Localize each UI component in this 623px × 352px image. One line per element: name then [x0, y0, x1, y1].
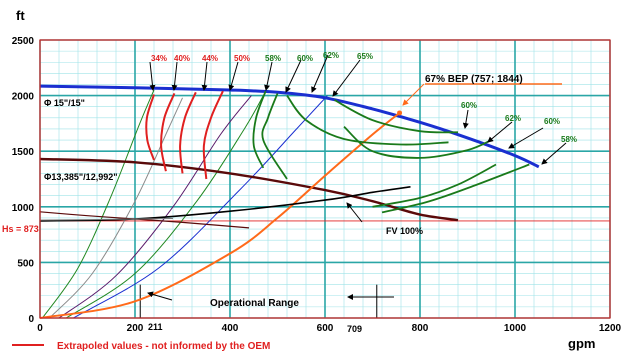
x-axis-label: gpm: [568, 336, 595, 351]
x-tick-label: 600: [317, 323, 334, 334]
x-tick-label: 1200: [599, 323, 622, 334]
efficiency-curve-60-5: [343, 126, 492, 159]
y-tick-label: 1500: [12, 147, 35, 158]
series-head-max: [39, 84, 540, 169]
major-grid: [39, 39, 611, 319]
arrow-50: [228, 61, 239, 91]
y-axis-label: ft: [16, 8, 25, 23]
efficiency-labels: 34% 40% 44% 50% 58% 60% 62% 65%60%62% 60%58%: [151, 51, 577, 144]
curve-label-44-3: 44%: [202, 54, 218, 63]
operational-range-label: Operational Range: [210, 298, 299, 309]
extrapolated-curve-50: [202, 90, 224, 180]
curve-label-60-6: 60%: [297, 54, 313, 63]
arrow-60-right-2: [508, 127, 544, 149]
x-tick-label: 400: [222, 323, 239, 334]
series-layer: [39, 83, 562, 319]
arrow-bep: [402, 83, 425, 106]
y-tick-label: 2500: [12, 36, 35, 47]
diameter-min-label: Φ13,385"/12,992": [44, 172, 117, 182]
curve-label-50-4: 50%: [234, 54, 250, 63]
arrow-58: [264, 61, 273, 91]
curve-label-62-10: 62%: [505, 114, 521, 123]
arrow-58-right: [541, 142, 567, 165]
arrow-44: [201, 61, 208, 91]
y-tick-label: 1000: [12, 203, 35, 214]
arrow-62: [311, 54, 329, 93]
tick-labels: 0 200 400 600 800 1000 1200 0 500 1000 1500 2000 250…: [12, 36, 622, 334]
diameter-max-label: Φ 15"/15": [44, 98, 85, 108]
efficiency-curve-60-2: [261, 93, 288, 180]
legend-extrapolated-label: Extrapoled values - not informed by the …: [57, 341, 270, 352]
affinity-curve-5: [73, 95, 328, 319]
bep-label: 67% BEP (757; 1844): [425, 74, 523, 85]
fv-label: FV 100%: [386, 226, 423, 236]
efficiency-curve-58-7: [381, 163, 530, 214]
series-bep: [39, 112, 401, 319]
efficiency-curve-65-4: [334, 99, 459, 134]
efficiency-curve-58-1: [252, 90, 267, 169]
arrow-60: [285, 59, 302, 93]
curve-label-34-1: 34%: [151, 54, 167, 63]
affinity-curve-4: [65, 95, 264, 319]
arrow-34: [149, 61, 156, 91]
x-tick-label: 0: [37, 323, 43, 334]
y-tick-label: 2000: [12, 92, 35, 103]
curve-label-62-7: 62%: [323, 51, 339, 60]
extrapolated-curve-40: [160, 93, 176, 172]
extrapolated-curve-34: [145, 94, 155, 161]
annotation-arrows: [147, 54, 567, 301]
series-line-gray: [39, 218, 174, 221]
arrow-operational-range: [147, 291, 173, 301]
arrow-fv: [346, 202, 363, 223]
bep-point: [397, 110, 403, 116]
y-tick-label: 500: [17, 258, 34, 269]
curve-label-58-12: 58%: [561, 135, 577, 144]
curve-label-60-11: 60%: [544, 117, 560, 126]
curve-label-65-8: 65%: [357, 52, 373, 61]
x-tick-label: 800: [412, 323, 429, 334]
extrapolated-curve-44: [179, 91, 197, 174]
x-marker-label-709: 709: [347, 324, 362, 334]
reference-lines: [40, 220, 610, 318]
arrow-62-right: [487, 121, 513, 143]
affinity-curve-3: [58, 95, 252, 319]
x-tick-label: 200: [127, 323, 144, 334]
curve-label-40-2: 40%: [174, 54, 190, 63]
series-head-min: [39, 157, 459, 222]
hs-label: Hs = 873: [2, 224, 39, 234]
curve-label-60-9: 60%: [461, 101, 477, 110]
x-tick-label: 1000: [504, 323, 527, 334]
arrow-60-right: [462, 109, 469, 129]
affinity-curve-1: [41, 89, 155, 319]
efficiency-curve-62-3: [286, 95, 449, 146]
y-tick-label: 0: [28, 314, 34, 325]
efficiency-curve-62-6: [372, 163, 497, 208]
affinity-curve-2: [49, 97, 183, 319]
x-marker-label-211: 211: [148, 322, 163, 332]
arrow-40: [171, 61, 178, 91]
arrow-65: [332, 59, 361, 97]
plot-frame: [39, 39, 611, 319]
curve-label-58-5: 58%: [265, 54, 281, 63]
